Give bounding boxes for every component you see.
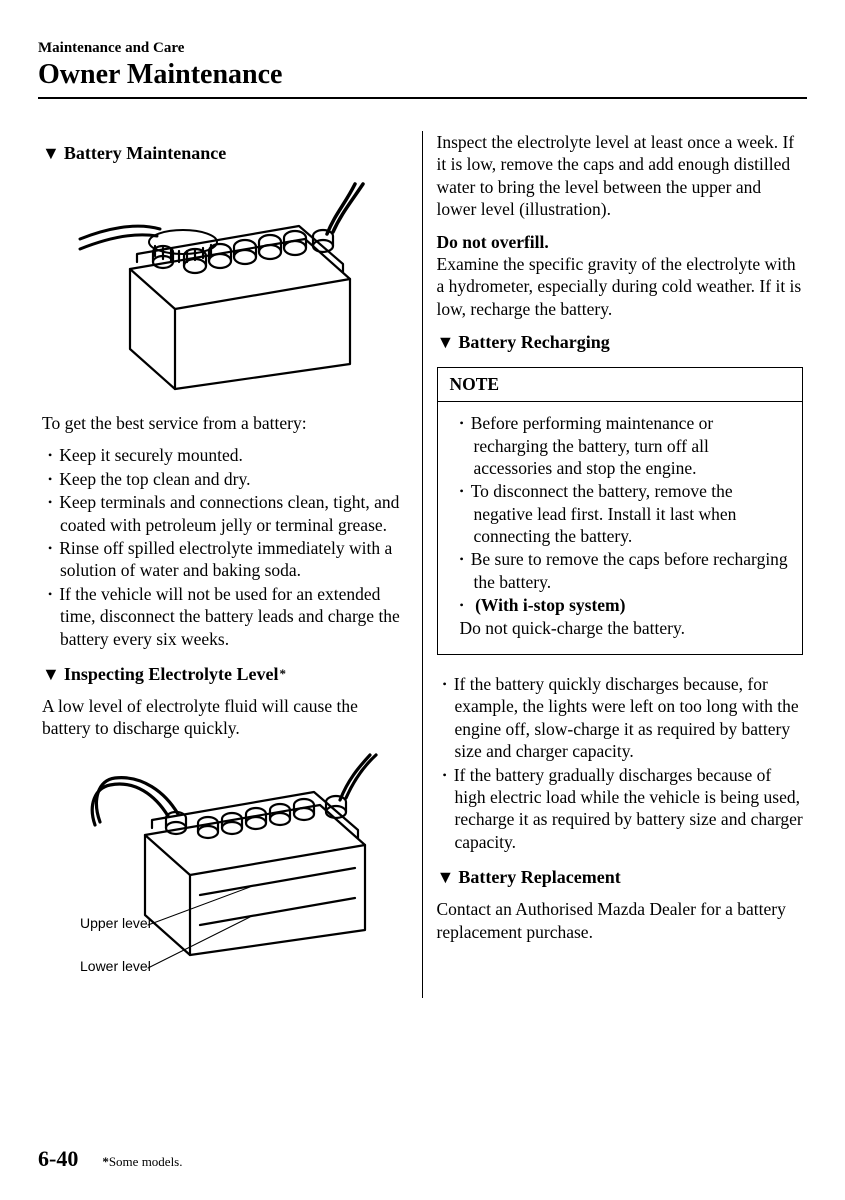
triangle-marker-icon: ▼ [437,867,455,888]
subheading-text: Battery Maintenance [64,143,226,164]
bold-lead: Do not overfill. [437,232,549,252]
subheading-recharging: ▼ Battery Recharging [437,332,804,353]
footnote: *Some models. [102,1154,182,1170]
subheading-text: Battery Recharging [458,332,609,353]
list-item: (With i-stop system) Do not quick-charge… [450,594,791,639]
note-box: NOTE Before performing maintenance or re… [437,367,804,655]
triangle-marker-icon: ▼ [42,143,60,164]
subheading-text: Inspecting Electrolyte Level [64,664,279,685]
right-column: Inspect the electrolyte level at least o… [423,131,808,998]
replacement-text: Contact an Authorised Mazda Dealer for a… [437,898,804,943]
triangle-marker-icon: ▼ [437,332,455,353]
overfill-rest: Examine the specific gravity of the elec… [437,254,802,319]
istop-rest: Do not quick-charge the battery. [474,617,791,639]
asterisk-marker: * [279,666,286,682]
subheading-electrolyte: ▼ Inspecting Electrolyte Level * [42,664,408,685]
figure-electrolyte-level: Upper level Lower level [42,750,408,980]
intro-text: To get the best service from a battery: [42,412,408,434]
section-title: Owner Maintenance [38,59,807,91]
chapter-name: Maintenance and Care [38,40,807,57]
list-item: If the vehicle will not be used for an e… [42,583,408,650]
triangle-marker-icon: ▼ [42,664,60,685]
list-item: If the battery quickly discharges becaus… [437,673,804,763]
battery-tips-list: Keep it securely mounted. Keep the top c… [42,444,408,650]
list-item: To disconnect the battery, remove the ne… [450,480,791,547]
page-footer: 6-40 *Some models. [38,1146,183,1172]
upper-level-label: Upper level [80,915,151,931]
subheading-replacement: ▼ Battery Replacement [437,867,804,888]
list-item: Rinse off spilled electrolyte immediatel… [42,537,408,582]
overfill-paragraph: Do not overfill. Examine the specific gr… [437,231,804,321]
note-header: NOTE [438,368,803,402]
battery-level-illustration: Upper level Lower level [70,750,380,980]
subheading-text: Battery Replacement [458,867,620,888]
page-header: Maintenance and Care Owner Maintenance [38,40,807,99]
list-item: If the battery gradually discharges beca… [437,764,804,854]
list-item: Keep the top clean and dry. [42,468,408,490]
lower-level-label: Lower level [80,958,151,974]
istop-bold: (With i-stop system) [475,595,625,615]
page-number: 6-40 [38,1146,78,1172]
list-item: Keep terminals and connections clean, ti… [42,491,408,536]
left-column: ▼ Battery Maintenance [38,131,423,998]
after-note-list: If the battery quickly discharges becaus… [437,673,804,853]
list-item: Before performing maintenance or recharg… [450,412,791,479]
electrolyte-intro: A low level of electrolyte fluid will ca… [42,695,408,740]
content-columns: ▼ Battery Maintenance [38,131,807,998]
list-item: Be sure to remove the caps before rechar… [450,548,791,593]
battery-brush-illustration [75,174,375,394]
subheading-battery-maintenance: ▼ Battery Maintenance [42,143,408,164]
inspect-text: Inspect the electrolyte level at least o… [437,131,804,221]
footnote-text: Some models. [109,1154,183,1169]
note-body: Before performing maintenance or recharg… [438,402,803,654]
note-list: Before performing maintenance or recharg… [450,412,791,639]
figure-battery-cleaning [42,174,408,394]
list-item: Keep it securely mounted. [42,444,408,466]
